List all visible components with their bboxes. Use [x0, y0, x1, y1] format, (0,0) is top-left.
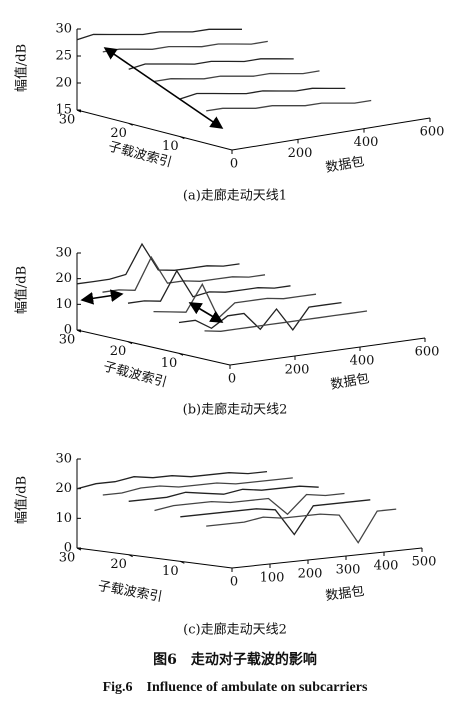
- y-tick-label: 10: [162, 139, 179, 154]
- x-axis-label: 数据包: [325, 584, 366, 604]
- y-tick-label: 20: [110, 557, 127, 572]
- series-line: [206, 99, 372, 112]
- z-tick-label: 30: [55, 452, 72, 467]
- x-tick-label: 200: [288, 146, 313, 161]
- y-tick: [128, 554, 133, 558]
- figure-caption-cn: 图6 走动对子载波的影响: [153, 651, 317, 668]
- panel-caption: (c)走廊走动天线2: [183, 622, 287, 638]
- series-line: [154, 492, 345, 516]
- x-axis: [231, 547, 423, 569]
- y-tick: [127, 341, 133, 345]
- x-tick-label: 500: [412, 555, 437, 570]
- x-tick-label: 400: [354, 135, 379, 150]
- x-tick-label: 600: [415, 345, 440, 360]
- z-tick-label: 15: [55, 103, 72, 118]
- series-line: [76, 470, 268, 490]
- y-tick: [180, 560, 185, 564]
- z-axis-label: 幅值/dB: [14, 266, 30, 314]
- y-axis-label: 子载波索引: [97, 579, 164, 605]
- y-axis: [76, 109, 233, 151]
- x-tick-label: 200: [285, 363, 310, 378]
- series-line: [153, 282, 317, 320]
- z-axis-label: 幅值/dB: [14, 476, 30, 524]
- y-tick: [178, 352, 184, 356]
- y-axis: [76, 547, 233, 569]
- series-line: [102, 477, 293, 496]
- x-tick-label: 0: [230, 157, 238, 172]
- y-tick-label: 20: [110, 126, 127, 141]
- y-axis: [76, 329, 231, 366]
- series-line: [127, 269, 291, 304]
- series-line: [154, 70, 320, 83]
- z-tick-label: 10: [55, 511, 72, 526]
- z-tick-label: 20: [55, 76, 72, 91]
- z-tick-label: 10: [55, 297, 72, 312]
- y-tick-label: 10: [161, 356, 178, 371]
- x-tick-label: 200: [298, 567, 323, 582]
- x-axis-label: 数据包: [324, 154, 365, 176]
- x-tick-label: 600: [420, 125, 445, 140]
- series-line: [102, 40, 268, 53]
- series-line: [206, 508, 397, 544]
- series-line: [128, 58, 294, 70]
- x-tick-label: 0: [228, 372, 236, 387]
- z-tick-label: 0: [64, 541, 72, 556]
- chart-panel: 02004006001020300102030数据包子载波索引幅值/dB(b)走…: [14, 242, 440, 418]
- x-tick-label: 400: [374, 559, 399, 574]
- z-axis-label: 幅值/dB: [14, 44, 30, 92]
- series-line: [128, 485, 319, 502]
- y-axis-label: 子载波索引: [102, 359, 169, 390]
- chart-panel: 0 100 200 300 400 5001020300102030数据包子载波索引幅值/…: [14, 452, 437, 638]
- series-line: [180, 87, 346, 100]
- x-tick-label: 300: [336, 563, 361, 578]
- series-line: [76, 242, 240, 285]
- annotations: [80, 47, 224, 323]
- figure-caption-en: Fig.6 Influence of ambulate on subcarrie…: [103, 680, 368, 695]
- series-line: [180, 499, 371, 536]
- annotation-arrow: [103, 47, 224, 129]
- panel-caption: (b)走廊走动天线2: [183, 402, 288, 418]
- z-tick-label: 20: [55, 271, 72, 286]
- series-line: [178, 301, 342, 331]
- x-tick-label: 0: [230, 575, 238, 590]
- y-tick-label: 10: [162, 564, 179, 579]
- series-line: [102, 255, 266, 293]
- y-tick: [180, 136, 185, 140]
- y-tick-label: 20: [110, 344, 127, 359]
- y-tick-label: 30: [59, 333, 76, 348]
- x-axis: [229, 337, 426, 366]
- z-tick-label: 30: [55, 22, 72, 37]
- z-tick-label: 30: [55, 246, 72, 261]
- annotation-arrow: [80, 289, 124, 305]
- panel-caption: (a)走廊走动天线1: [183, 188, 287, 204]
- x-axis-label: 数据包: [329, 371, 370, 393]
- y-tick-label: 30: [59, 113, 76, 128]
- x-tick-label: 400: [350, 354, 375, 369]
- x-axis: [231, 117, 431, 151]
- series-line: [76, 28, 242, 41]
- z-tick-label: 25: [55, 49, 72, 64]
- chart-panel: 020040060010203015202530数据包子载波索引幅值/dB(a)…: [14, 22, 445, 204]
- series-line: [204, 310, 368, 332]
- z-tick-label: 20: [55, 481, 72, 496]
- annotation-arrow: [188, 302, 224, 323]
- z-tick-label: 0: [64, 323, 72, 338]
- y-tick-label: 30: [59, 551, 76, 566]
- x-tick-label: 100: [260, 571, 285, 586]
